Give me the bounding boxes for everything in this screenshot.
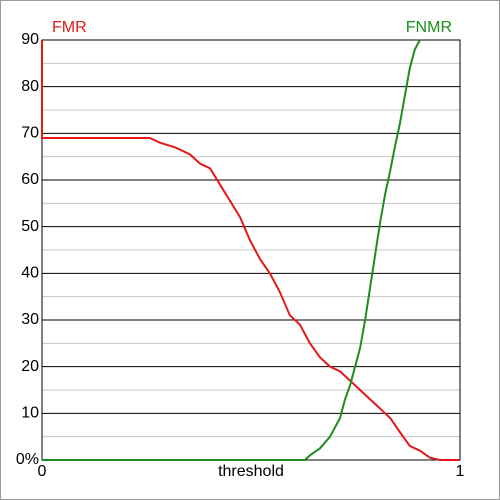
y-tick-label: 50 — [21, 218, 39, 235]
series-label: FMR — [52, 19, 87, 36]
x-axis-label: threshold — [218, 463, 284, 480]
y-tick-label: 30 — [21, 311, 39, 328]
series-line — [41, 40, 460, 461]
y-tick-label: 60 — [21, 171, 39, 188]
x-tick-label: 1 — [456, 463, 465, 480]
series-label: FNMR — [406, 19, 452, 36]
y-tick-label: 80 — [21, 78, 39, 95]
series-line — [42, 39, 421, 461]
y-tick-label: 0% — [16, 451, 39, 468]
y-tick-label: 20 — [21, 358, 39, 375]
y-tick-label: 90 — [21, 31, 39, 48]
y-tick-label: 10 — [21, 405, 39, 422]
y-tick-label: 70 — [21, 125, 39, 142]
x-tick-label: 0 — [38, 463, 47, 480]
y-tick-label: 40 — [21, 265, 39, 282]
